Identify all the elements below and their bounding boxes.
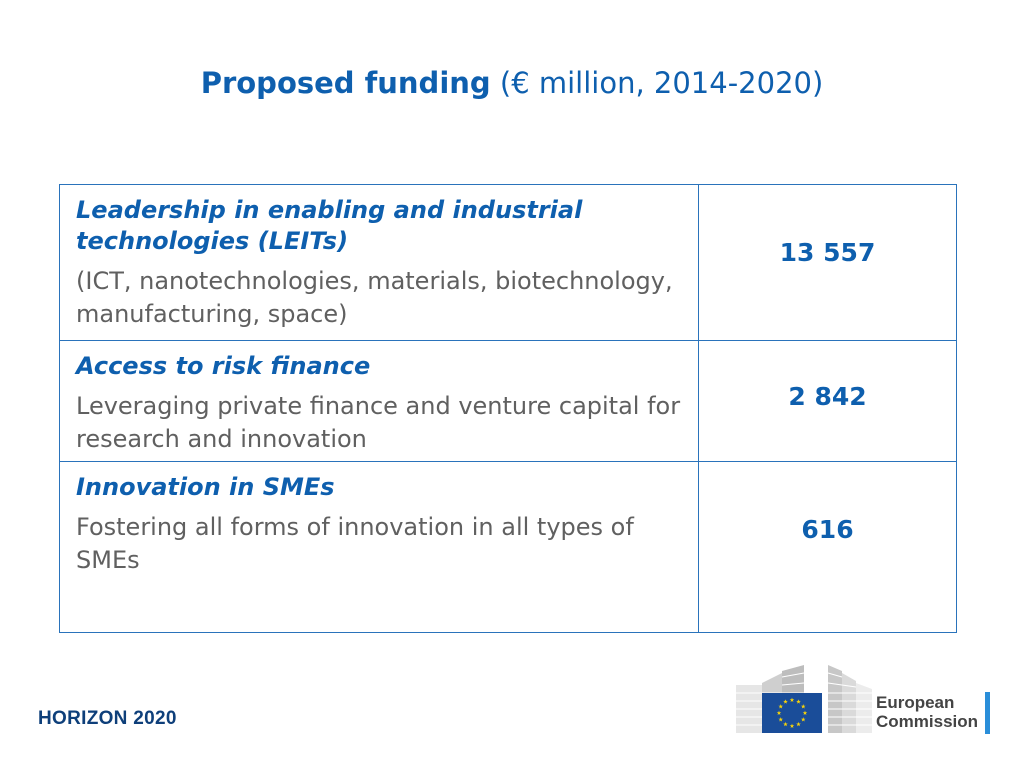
- row-description: Fostering all forms of innovation in all…: [76, 513, 634, 574]
- row-amount: 13 557: [698, 184, 957, 341]
- title-main: Proposed funding: [200, 66, 491, 100]
- title-units: (€ million, 2014-2020): [499, 66, 824, 100]
- row-description-cell: Leadership in enabling and industrial te…: [59, 184, 699, 341]
- row-amount: 2 842: [698, 340, 957, 462]
- eu-star-icon: [796, 721, 801, 727]
- row-description-cell: Innovation in SMEs Fostering all forms o…: [59, 461, 699, 633]
- eu-star-icon: [789, 697, 795, 702]
- horizon-2020-label: HORIZON 2020: [38, 708, 177, 729]
- table-row: Innovation in SMEs Fostering all forms o…: [59, 461, 957, 633]
- eu-star-icon: [796, 699, 801, 704]
- table-row: Leadership in enabling and industrial te…: [59, 184, 957, 341]
- table-row: Access to risk finance Leveraging privat…: [59, 340, 957, 462]
- eu-star-icon: [783, 721, 788, 727]
- eu-star-icon: [802, 710, 808, 715]
- logo-line-commission: Commission: [876, 712, 979, 731]
- berlaymont-building-icon: [736, 665, 872, 733]
- row-description-cell: Access to risk finance Leveraging privat…: [59, 340, 699, 462]
- european-commission-wordmark: European Commission: [876, 693, 978, 731]
- row-heading: Innovation in SMEs: [76, 473, 335, 501]
- slide-title: Proposed funding (€ million, 2014-2020): [0, 66, 1024, 100]
- row-amount: 616: [698, 461, 957, 633]
- funding-table: Leadership in enabling and industrial te…: [59, 184, 957, 633]
- eu-star-icon: [778, 704, 784, 709]
- eu-star-icon: [800, 704, 806, 709]
- logo-line-european: European: [876, 693, 955, 712]
- logo-accent-bar: [985, 692, 990, 734]
- eu-star-icon: [789, 723, 795, 728]
- row-heading: Access to risk finance: [76, 352, 371, 380]
- row-heading: Leadership in enabling and industrial te…: [76, 196, 583, 255]
- row-description: (ICT, nanotechnologies, materials, biote…: [76, 267, 673, 328]
- row-description: Leveraging private finance and venture c…: [76, 392, 681, 453]
- eu-star-icon: [783, 699, 788, 704]
- european-commission-logo: European Commission: [736, 663, 998, 737]
- eu-star-icon: [776, 710, 782, 715]
- eu-star-icon: [778, 717, 784, 722]
- eu-star-icon: [800, 717, 806, 722]
